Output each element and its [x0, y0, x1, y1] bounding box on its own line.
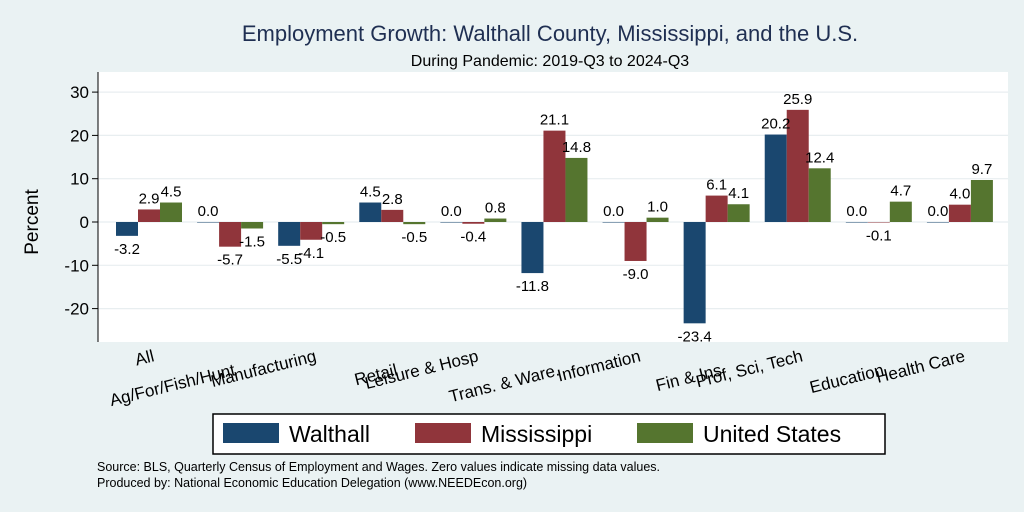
- data-label: -5.7: [217, 252, 243, 269]
- legend: [212, 413, 886, 455]
- data-label: 9.7: [971, 161, 992, 178]
- bar-united-states: [160, 202, 182, 222]
- bar-walthall: [197, 222, 220, 223]
- data-label: 21.1: [540, 112, 569, 129]
- x-tick-label: Education: [808, 360, 886, 397]
- bar-walthall: [278, 222, 301, 246]
- data-label: -0.5: [320, 229, 346, 246]
- data-label: 4.5: [360, 184, 381, 201]
- bar-united-states: [808, 168, 831, 222]
- source-line-2: Produced by: National Economic Education…: [97, 476, 527, 490]
- bar-mississippi: [300, 222, 323, 240]
- data-label: 4.7: [890, 183, 911, 200]
- bar-walthall: [602, 222, 625, 223]
- data-label: 14.8: [562, 139, 591, 156]
- bar-walthall: [440, 222, 463, 223]
- bar-united-states: [646, 217, 669, 222]
- bar-walthall: [521, 222, 544, 274]
- y-axis-label: Percent: [22, 189, 43, 255]
- bar-united-states: [241, 222, 264, 229]
- bar-united-states: [403, 222, 426, 225]
- x-tick-label: Manufacturing: [209, 346, 318, 390]
- x-tick-label: Prof, Sci, Tech: [694, 346, 805, 391]
- bar-mississippi: [867, 222, 890, 223]
- data-label: 0.0: [441, 203, 462, 220]
- y-tick-label: 10: [70, 170, 89, 189]
- bar-mississippi: [786, 109, 809, 222]
- y-tick-label: 20: [70, 126, 89, 145]
- data-label: -0.5: [401, 229, 427, 246]
- data-label: 25.9: [783, 91, 812, 108]
- data-label: 0.0: [846, 203, 867, 220]
- data-label: -9.0: [623, 266, 649, 283]
- data-label: 0.0: [603, 203, 624, 220]
- data-label: 4.1: [728, 185, 749, 202]
- data-label: 6.1: [706, 177, 727, 194]
- bar-united-states: [727, 204, 750, 222]
- data-label: -1.5: [239, 233, 265, 250]
- bar-mississippi: [219, 222, 242, 247]
- data-label: 0.8: [485, 200, 506, 217]
- y-tick-label: -20: [64, 300, 89, 319]
- data-label: 0.0: [198, 203, 219, 220]
- legend-swatch: [415, 423, 471, 443]
- chart-subtitle: During Pandemic: 2019-Q3 to 2024-Q3: [411, 53, 689, 70]
- legend-swatch: [223, 423, 279, 443]
- data-label: -5.5: [276, 251, 302, 268]
- data-label: 2.8: [382, 191, 403, 208]
- legend-label: Mississippi: [481, 421, 592, 447]
- data-label: -11.8: [516, 278, 549, 295]
- legend-label: United States: [703, 421, 841, 447]
- bar-mississippi: [624, 222, 647, 261]
- data-label: -23.4: [678, 328, 712, 345]
- data-label: -0.4: [460, 229, 486, 246]
- bar-walthall: [116, 222, 138, 236]
- data-label: -0.1: [866, 227, 892, 244]
- bar-united-states: [565, 157, 588, 222]
- bar-mississippi: [705, 195, 728, 222]
- bar-walthall: [764, 134, 787, 222]
- data-label: 2.9: [139, 190, 160, 207]
- data-label: 20.2: [761, 116, 790, 133]
- y-tick-label: -10: [64, 256, 89, 275]
- bar-united-states: [322, 222, 345, 225]
- bar-walthall: [845, 222, 868, 223]
- bar-walthall: [683, 222, 706, 324]
- data-label: 1.0: [647, 199, 668, 216]
- data-label: 4.5: [161, 184, 182, 201]
- bar-united-states: [484, 218, 507, 222]
- data-label: 4.0: [949, 186, 970, 203]
- bar-mississippi: [462, 222, 485, 224]
- bar-united-states: [889, 201, 912, 222]
- data-label: -3.2: [114, 241, 140, 258]
- bar-mississippi: [381, 209, 404, 222]
- x-tick-label: Health Care: [874, 346, 967, 386]
- bar-united-states: [970, 179, 993, 222]
- data-label: 0.0: [927, 203, 948, 220]
- bar-walthall: [359, 202, 382, 222]
- source-line-1: Source: BLS, Quarterly Census of Employm…: [97, 460, 660, 474]
- bar-mississippi: [138, 209, 160, 222]
- data-label: 12.4: [805, 149, 834, 166]
- y-tick-label: 0: [80, 213, 89, 232]
- data-label: -4.1: [298, 245, 324, 262]
- x-tick-label: All: [133, 346, 156, 369]
- chart-title: Employment Growth: Walthall County, Miss…: [242, 21, 858, 46]
- legend-swatch: [637, 423, 693, 443]
- legend-label: Walthall: [289, 421, 370, 447]
- x-tick-label: Information: [555, 346, 642, 385]
- y-tick-label: 30: [70, 83, 89, 102]
- bar-mississippi: [948, 204, 971, 222]
- bar-walthall: [926, 222, 949, 223]
- bar-mississippi: [543, 130, 566, 222]
